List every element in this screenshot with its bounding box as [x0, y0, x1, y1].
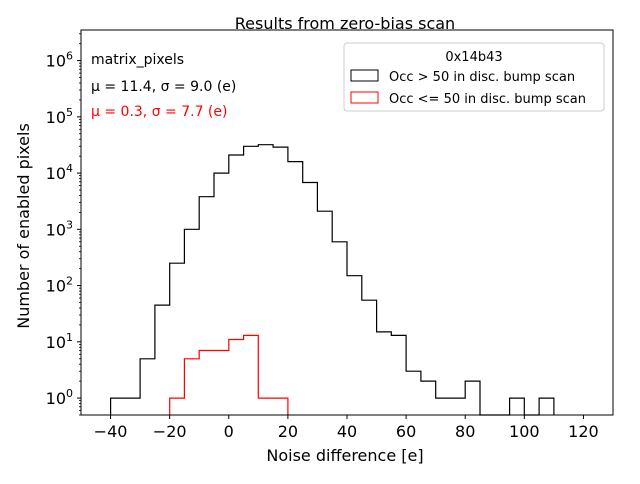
y-tick-label: 100 [46, 387, 73, 408]
histogram-series-1 [169, 334, 289, 415]
y-tick-label: 101 [46, 331, 73, 352]
annotation-black-stats: μ = 11.4, σ = 9.0 (e) [91, 79, 236, 95]
legend-swatch-red [350, 91, 379, 104]
y-tick-label: 104 [46, 162, 73, 183]
legend: 0x14b43 Occ > 50 in disc. bump scan Occ … [343, 42, 605, 112]
legend-frame [343, 42, 605, 112]
x-axis-label: Noise difference [e] [266, 446, 423, 465]
legend-swatch-black [350, 69, 379, 82]
legend-label-red: Occ <= 50 in disc. bump scan [389, 92, 586, 107]
x-tick-label: 120 [568, 422, 599, 441]
y-tick-label: 102 [46, 275, 73, 296]
histogram-series-0 [110, 144, 555, 416]
annotation-group-name: matrix_pixels [91, 52, 184, 68]
annotation-red-stats: μ = 0.3, σ = 7.7 (e) [91, 104, 227, 120]
y-axis: 100 101 102 103 104 105 106 [46, 33, 81, 416]
y-tick-label: 106 [46, 50, 73, 71]
x-tick-label: 80 [455, 422, 475, 441]
x-tick-label: 20 [278, 422, 298, 441]
x-tick-label: −20 [153, 422, 187, 441]
legend-label-black: Occ > 50 in disc. bump scan [389, 70, 575, 85]
y-axis-label: Number of enabled pixels [14, 123, 33, 329]
chart-title: Results from zero-bias scan [235, 14, 455, 33]
x-tick-label: 60 [396, 422, 416, 441]
series-layer [110, 144, 555, 416]
x-axis: −40 −20 0 20 40 60 80 100 120 [94, 415, 599, 441]
legend-title: 0x14b43 [445, 50, 502, 65]
x-tick-label: 0 [224, 422, 234, 441]
y-tick-label: 103 [46, 218, 73, 239]
y-tick-label: 105 [46, 106, 73, 127]
x-tick-label: 100 [509, 422, 540, 441]
x-tick-label: −40 [94, 422, 128, 441]
x-tick-label: 40 [337, 422, 357, 441]
